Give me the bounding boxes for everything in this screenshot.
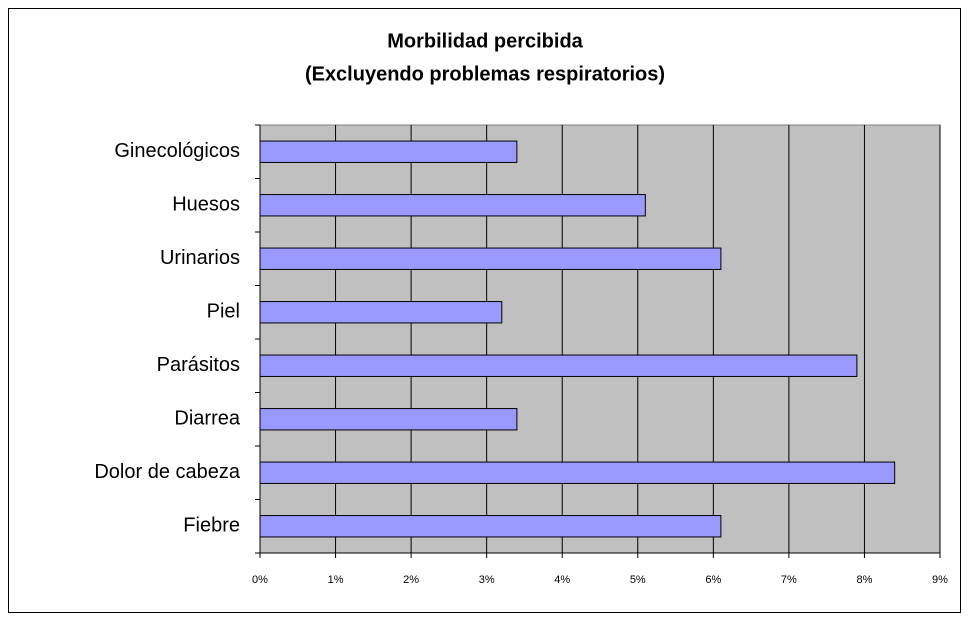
- y-tick-label: Huesos: [172, 194, 240, 216]
- chart-subtitle: (Excluyendo problemas respiratorios): [305, 63, 665, 85]
- x-tick-label: 2%: [403, 574, 419, 586]
- x-tick-label: 1%: [328, 574, 344, 586]
- y-tick-label: Fiebre: [183, 515, 240, 537]
- plot-area: [259, 124, 941, 554]
- x-tick-label: 4%: [554, 574, 570, 586]
- y-tick-label: Dolor de cabeza: [94, 461, 241, 483]
- bar: [259, 194, 646, 217]
- x-tick-label: 8%: [856, 574, 872, 586]
- x-tick-label: 0%: [252, 574, 268, 586]
- y-tick-label: Piel: [207, 301, 240, 323]
- bar: [259, 301, 503, 324]
- x-tick-label: 3%: [479, 574, 495, 586]
- x-tick-label: 7%: [781, 574, 797, 586]
- x-tick-label: 5%: [630, 574, 646, 586]
- chart-title: Morbilidad percibida: [387, 30, 583, 52]
- y-tick-label: Diarrea: [174, 408, 240, 430]
- bar: [259, 247, 722, 270]
- bar: [259, 515, 722, 538]
- bar: [259, 354, 858, 377]
- y-tick-label: Parásitos: [157, 354, 240, 376]
- bar: [259, 461, 896, 484]
- y-tick-label: Urinarios: [160, 247, 240, 269]
- bar: [259, 140, 518, 163]
- bar: [259, 408, 518, 431]
- y-tick-label: Ginecológicos: [114, 140, 240, 162]
- x-tick-label: 9%: [932, 574, 948, 586]
- x-tick-label: 6%: [705, 574, 721, 586]
